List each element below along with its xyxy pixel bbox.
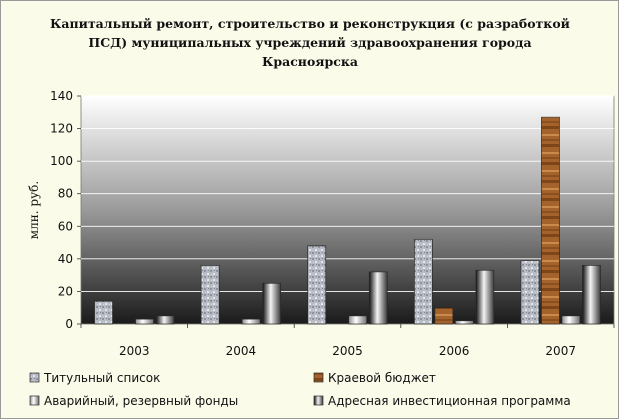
bar xyxy=(541,116,560,325)
bar xyxy=(582,265,601,325)
legend: Титульный список Краевой бюджет Аварийный,… xyxy=(29,371,571,408)
gridlines xyxy=(81,95,614,292)
bar xyxy=(368,271,388,325)
bar xyxy=(200,265,220,325)
legend-label: Адресная инвестиционная программа xyxy=(328,394,571,408)
y-tick-label: 40 xyxy=(58,252,73,266)
y-tick-label: 20 xyxy=(58,284,73,298)
x-tick-label: 2007 xyxy=(545,344,576,358)
legend-swatch xyxy=(29,372,40,383)
y-tick-label: 140 xyxy=(50,89,73,103)
chart-title: Капитальный ремонт, строительство и реко… xyxy=(50,16,570,69)
bar xyxy=(561,315,581,325)
x-tick-label: 2006 xyxy=(439,344,470,358)
x-tick-label: 2005 xyxy=(332,344,363,358)
legend-swatch xyxy=(29,395,40,406)
bar xyxy=(155,315,175,325)
x-tick-label: 2004 xyxy=(226,344,257,358)
y-tick-label: 120 xyxy=(50,122,73,136)
bar xyxy=(520,260,540,325)
bar xyxy=(348,315,368,325)
y-axis-label: млн. руб. xyxy=(27,181,41,239)
bar xyxy=(94,300,113,325)
legend-swatch xyxy=(313,395,324,406)
legend-swatch xyxy=(313,372,324,383)
bar xyxy=(475,269,495,325)
y-axis-ticks: 0 20 40 60 80 100 120 140 xyxy=(50,89,81,331)
legend-label: Титульный список xyxy=(43,371,160,385)
y-tick-label: 100 xyxy=(50,154,73,168)
bar xyxy=(434,307,454,325)
x-tick-label: 2003 xyxy=(119,344,150,358)
bar xyxy=(307,245,327,325)
x-axis-ticks: 2003 2004 2005 2006 2007 xyxy=(80,324,615,358)
legend-label: Краевой бюджет xyxy=(328,371,436,385)
y-tick-label: 0 xyxy=(65,317,73,331)
bar xyxy=(241,318,261,325)
bar xyxy=(455,320,474,325)
bar xyxy=(135,318,154,325)
y-tick-label: 60 xyxy=(58,219,73,233)
bar xyxy=(414,238,433,325)
y-tick-label: 80 xyxy=(58,187,73,201)
bar xyxy=(262,282,281,325)
bars xyxy=(94,116,601,325)
legend-label: Аварийный, резервный фонды xyxy=(44,394,238,408)
